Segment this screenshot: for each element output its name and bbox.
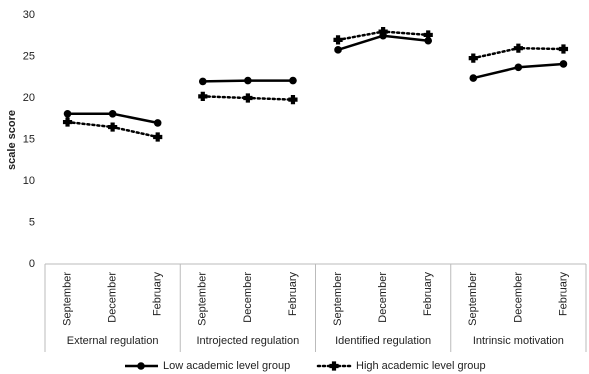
- x-tick-label: December: [242, 272, 254, 323]
- x-tick-label: February: [287, 272, 299, 317]
- marker: [469, 74, 478, 82]
- marker: [288, 95, 298, 105]
- legend-marker: [329, 361, 339, 371]
- y-tick-label: 5: [29, 216, 35, 228]
- marker: [62, 117, 73, 127]
- legend-label: High academic level group: [356, 360, 486, 372]
- marker: [289, 76, 297, 85]
- marker: [198, 91, 208, 101]
- x-tick-label: February: [557, 272, 569, 317]
- marker: [423, 30, 433, 40]
- marker: [243, 93, 253, 103]
- y-tick-label: 0: [29, 258, 35, 270]
- marker: [153, 119, 162, 127]
- marker: [378, 27, 388, 37]
- y-tick-label: 10: [23, 175, 35, 187]
- marker: [333, 35, 343, 45]
- group-label: Identified regulation: [335, 335, 431, 347]
- x-tick-label: December: [107, 272, 119, 323]
- group-label: Intrinsic motivation: [473, 335, 564, 347]
- legend-marker: [137, 362, 145, 370]
- x-tick-label: September: [197, 272, 209, 326]
- marker: [244, 76, 252, 85]
- marker: [153, 132, 163, 142]
- y-tick-label: 20: [23, 92, 35, 104]
- y-tick-label: 30: [23, 9, 35, 21]
- marker: [198, 77, 207, 86]
- group-label: Introjected regulation: [197, 335, 300, 347]
- marker: [334, 46, 342, 54]
- x-tick-label: February: [152, 272, 164, 317]
- marker: [108, 122, 118, 132]
- x-tick-label: December: [377, 272, 389, 323]
- x-tick-label: February: [422, 272, 434, 317]
- y-tick-label: 25: [23, 50, 35, 62]
- x-tick-label: September: [61, 272, 73, 326]
- marker: [559, 60, 568, 68]
- group-label: External regulation: [67, 335, 159, 347]
- marker: [63, 109, 72, 118]
- y-tick-label: 15: [23, 133, 35, 145]
- legend-label: Low academic level group: [163, 360, 290, 372]
- marker: [514, 63, 523, 72]
- marker: [558, 44, 569, 54]
- y-axis-label: scale score: [6, 110, 18, 170]
- marker: [468, 53, 478, 63]
- x-tick-label: December: [512, 272, 524, 323]
- marker: [108, 109, 117, 118]
- marker: [513, 43, 523, 53]
- x-tick-label: September: [332, 272, 344, 326]
- x-tick-label: September: [467, 272, 479, 326]
